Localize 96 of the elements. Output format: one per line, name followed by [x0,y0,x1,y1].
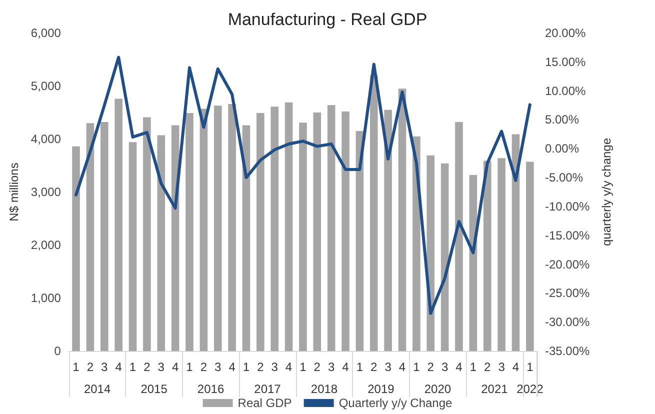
bar [200,108,208,351]
x-tick-label: 2 [144,360,151,374]
y2-tick-label: 5.00% [545,112,580,127]
y2-tick-label: 0.00% [545,142,580,156]
x-tick-label: 4 [342,360,350,374]
x-tick-label: 3 [101,360,108,374]
text: 2018 [310,382,338,396]
x-tick-label: 3 [158,360,165,374]
x-tick-label: 3 [498,360,506,374]
x-tick-label: 2 [370,360,378,374]
legend-label: Real GDP [238,396,292,410]
y2-tick-label: 20.00% [545,26,586,40]
y-tick-label: 6,000 [30,26,62,40]
x-tick-label: 4 [172,360,179,374]
x-tick-label: 3 [384,360,392,374]
bar [100,122,108,351]
x-tick-label: 1 [356,360,364,374]
bar [526,162,534,351]
y2-tick-label: 10.00% [545,84,586,98]
x-tick-label: 1 [186,360,194,374]
y2-tick-label: -10.00% [545,199,590,214]
x-tick-label: 2 [86,360,94,374]
y2-tick-label: -20.00% [545,257,590,272]
bar [498,158,506,351]
bar [370,75,378,351]
y2-tick-label: -5.00% [545,170,584,185]
bar [483,160,492,351]
x-tick-label: 3 [441,360,448,374]
bar [128,142,137,351]
x-tick-label: 1 [526,360,534,374]
bar [143,117,151,351]
bar [455,122,463,351]
x-tick-label: 1 [242,360,250,374]
bar [313,112,322,351]
text: 2017 [254,382,282,396]
x-tick-label: 1 [72,360,80,374]
bar [284,102,293,351]
bar [157,135,166,351]
text: 2021 [481,382,508,396]
y-tick-label: 5,000 [30,79,62,93]
x-tick-label: 1 [470,360,477,374]
bar [228,104,236,351]
x-tick-label: 4 [512,360,520,374]
bar [186,113,194,351]
text: 2022 [516,382,544,396]
x-tick-label: 4 [456,360,463,374]
x-tick-label: 2 [200,360,208,374]
bar [214,106,222,351]
x-tick-label: 4 [228,360,236,374]
y-tick-label: 4,000 [30,132,62,146]
text: 2019 [368,382,395,396]
x-tick-label: 1 [129,360,136,374]
x-tick-label: 1 [300,360,307,374]
y2-tick-label: -25.00% [545,286,590,300]
bar [72,146,80,351]
y2-axis-title: quarterly y/y change [600,138,614,246]
legend-label: Quarterly y/y Change [338,396,453,410]
x-tick-label: 4 [398,360,406,374]
bar [398,88,406,351]
text: 2015 [140,382,168,396]
line-series [74,56,532,315]
x-tick-label: 4 [285,360,292,374]
bar [114,98,122,351]
y2-tick-label: -15.00% [545,228,590,242]
x-tick-label: 2 [427,360,434,374]
x-tick-label: 2 [314,360,321,374]
bar [256,113,264,351]
chart-title: Manufacturing - Real GDP [228,10,428,29]
x-tick-label: 1 [413,360,420,374]
text: 2016 [197,382,224,396]
bar [440,163,449,351]
y-tick-label: 2,000 [30,238,62,252]
text: 2014 [84,382,111,396]
bar [86,123,94,351]
x-tick-label: 4 [115,360,122,374]
bar [356,131,364,351]
bar [384,110,392,351]
bar [342,111,350,351]
y-tick-label: 3,000 [30,185,62,199]
bar [299,122,307,351]
x-tick-label: 2 [257,360,264,374]
y-tick-label: 1,000 [30,291,62,305]
x-tick-label: 3 [271,360,278,374]
x-tick-label: 2 [484,360,492,374]
bar [242,125,250,351]
x-tick-label: 3 [328,360,335,374]
y2-tick-label: -35.00% [545,344,590,358]
y-axis-title: N$ millions [7,162,21,222]
bar [512,134,520,351]
bar [270,106,278,351]
text: 2020 [424,382,452,396]
y-tick-label: 0 [54,344,62,358]
y2-tick-label: 15.00% [545,54,586,69]
x-tick-label: 3 [214,360,222,374]
bar [327,105,336,351]
y2-tick-label: -30.00% [545,315,590,330]
